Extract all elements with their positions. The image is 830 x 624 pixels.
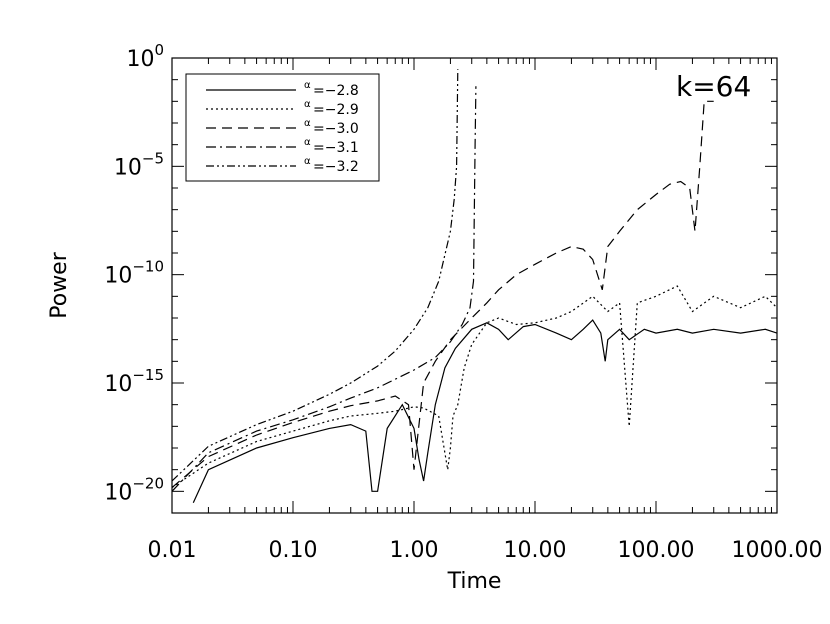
- series-line-2: [172, 285, 777, 488]
- legend-symbol: α: [304, 156, 311, 167]
- y-tick-label: 100: [126, 41, 164, 72]
- x-tick-label: 1000.00: [732, 538, 823, 563]
- legend-label-1: =−2.8: [313, 83, 359, 99]
- legend-label-4: =−3.1: [313, 140, 359, 156]
- legend-symbol: α: [304, 137, 311, 148]
- series-line-3: [172, 100, 714, 488]
- plot-frame: [171, 57, 778, 514]
- legend-box: [185, 73, 380, 182]
- legend-label-2: =−2.9: [313, 102, 359, 118]
- x-tick-label: 100.00: [618, 538, 695, 563]
- k-annotation: k=64: [676, 70, 751, 103]
- x-tick-label: 0.01: [148, 538, 197, 563]
- x-tick-label: 0.10: [269, 538, 318, 563]
- series-line-5: [172, 69, 459, 482]
- legend-symbol: α: [304, 118, 311, 129]
- y-tick-label: 10−15: [104, 366, 164, 397]
- y-tick-label: 10−10: [104, 258, 164, 289]
- y-tick-label: 10−5: [114, 149, 164, 180]
- x-axis-title: Time: [447, 569, 502, 594]
- plot-area: [172, 69, 777, 503]
- x-tick-label: 10.00: [504, 538, 567, 563]
- legend-symbol: α: [304, 99, 311, 110]
- legend: α =−2.8α =−2.9α =−3.0α =−3.1α =−3.2: [185, 73, 380, 182]
- y-tick-label: 10−20: [104, 474, 164, 505]
- legend-symbol: α: [304, 80, 311, 91]
- series-line-4: [172, 86, 477, 492]
- x-tick-label: 1.00: [390, 538, 439, 563]
- series-line-1: [192, 319, 777, 503]
- y-axis-title: Power: [47, 251, 72, 318]
- legend-label-5: =−3.2: [313, 159, 359, 175]
- axes: 0.01 0.10 1.00 10.00 100.00 1000.00 10−20 10−15…: [104, 41, 822, 563]
- legend-label-3: =−3.0: [313, 121, 359, 137]
